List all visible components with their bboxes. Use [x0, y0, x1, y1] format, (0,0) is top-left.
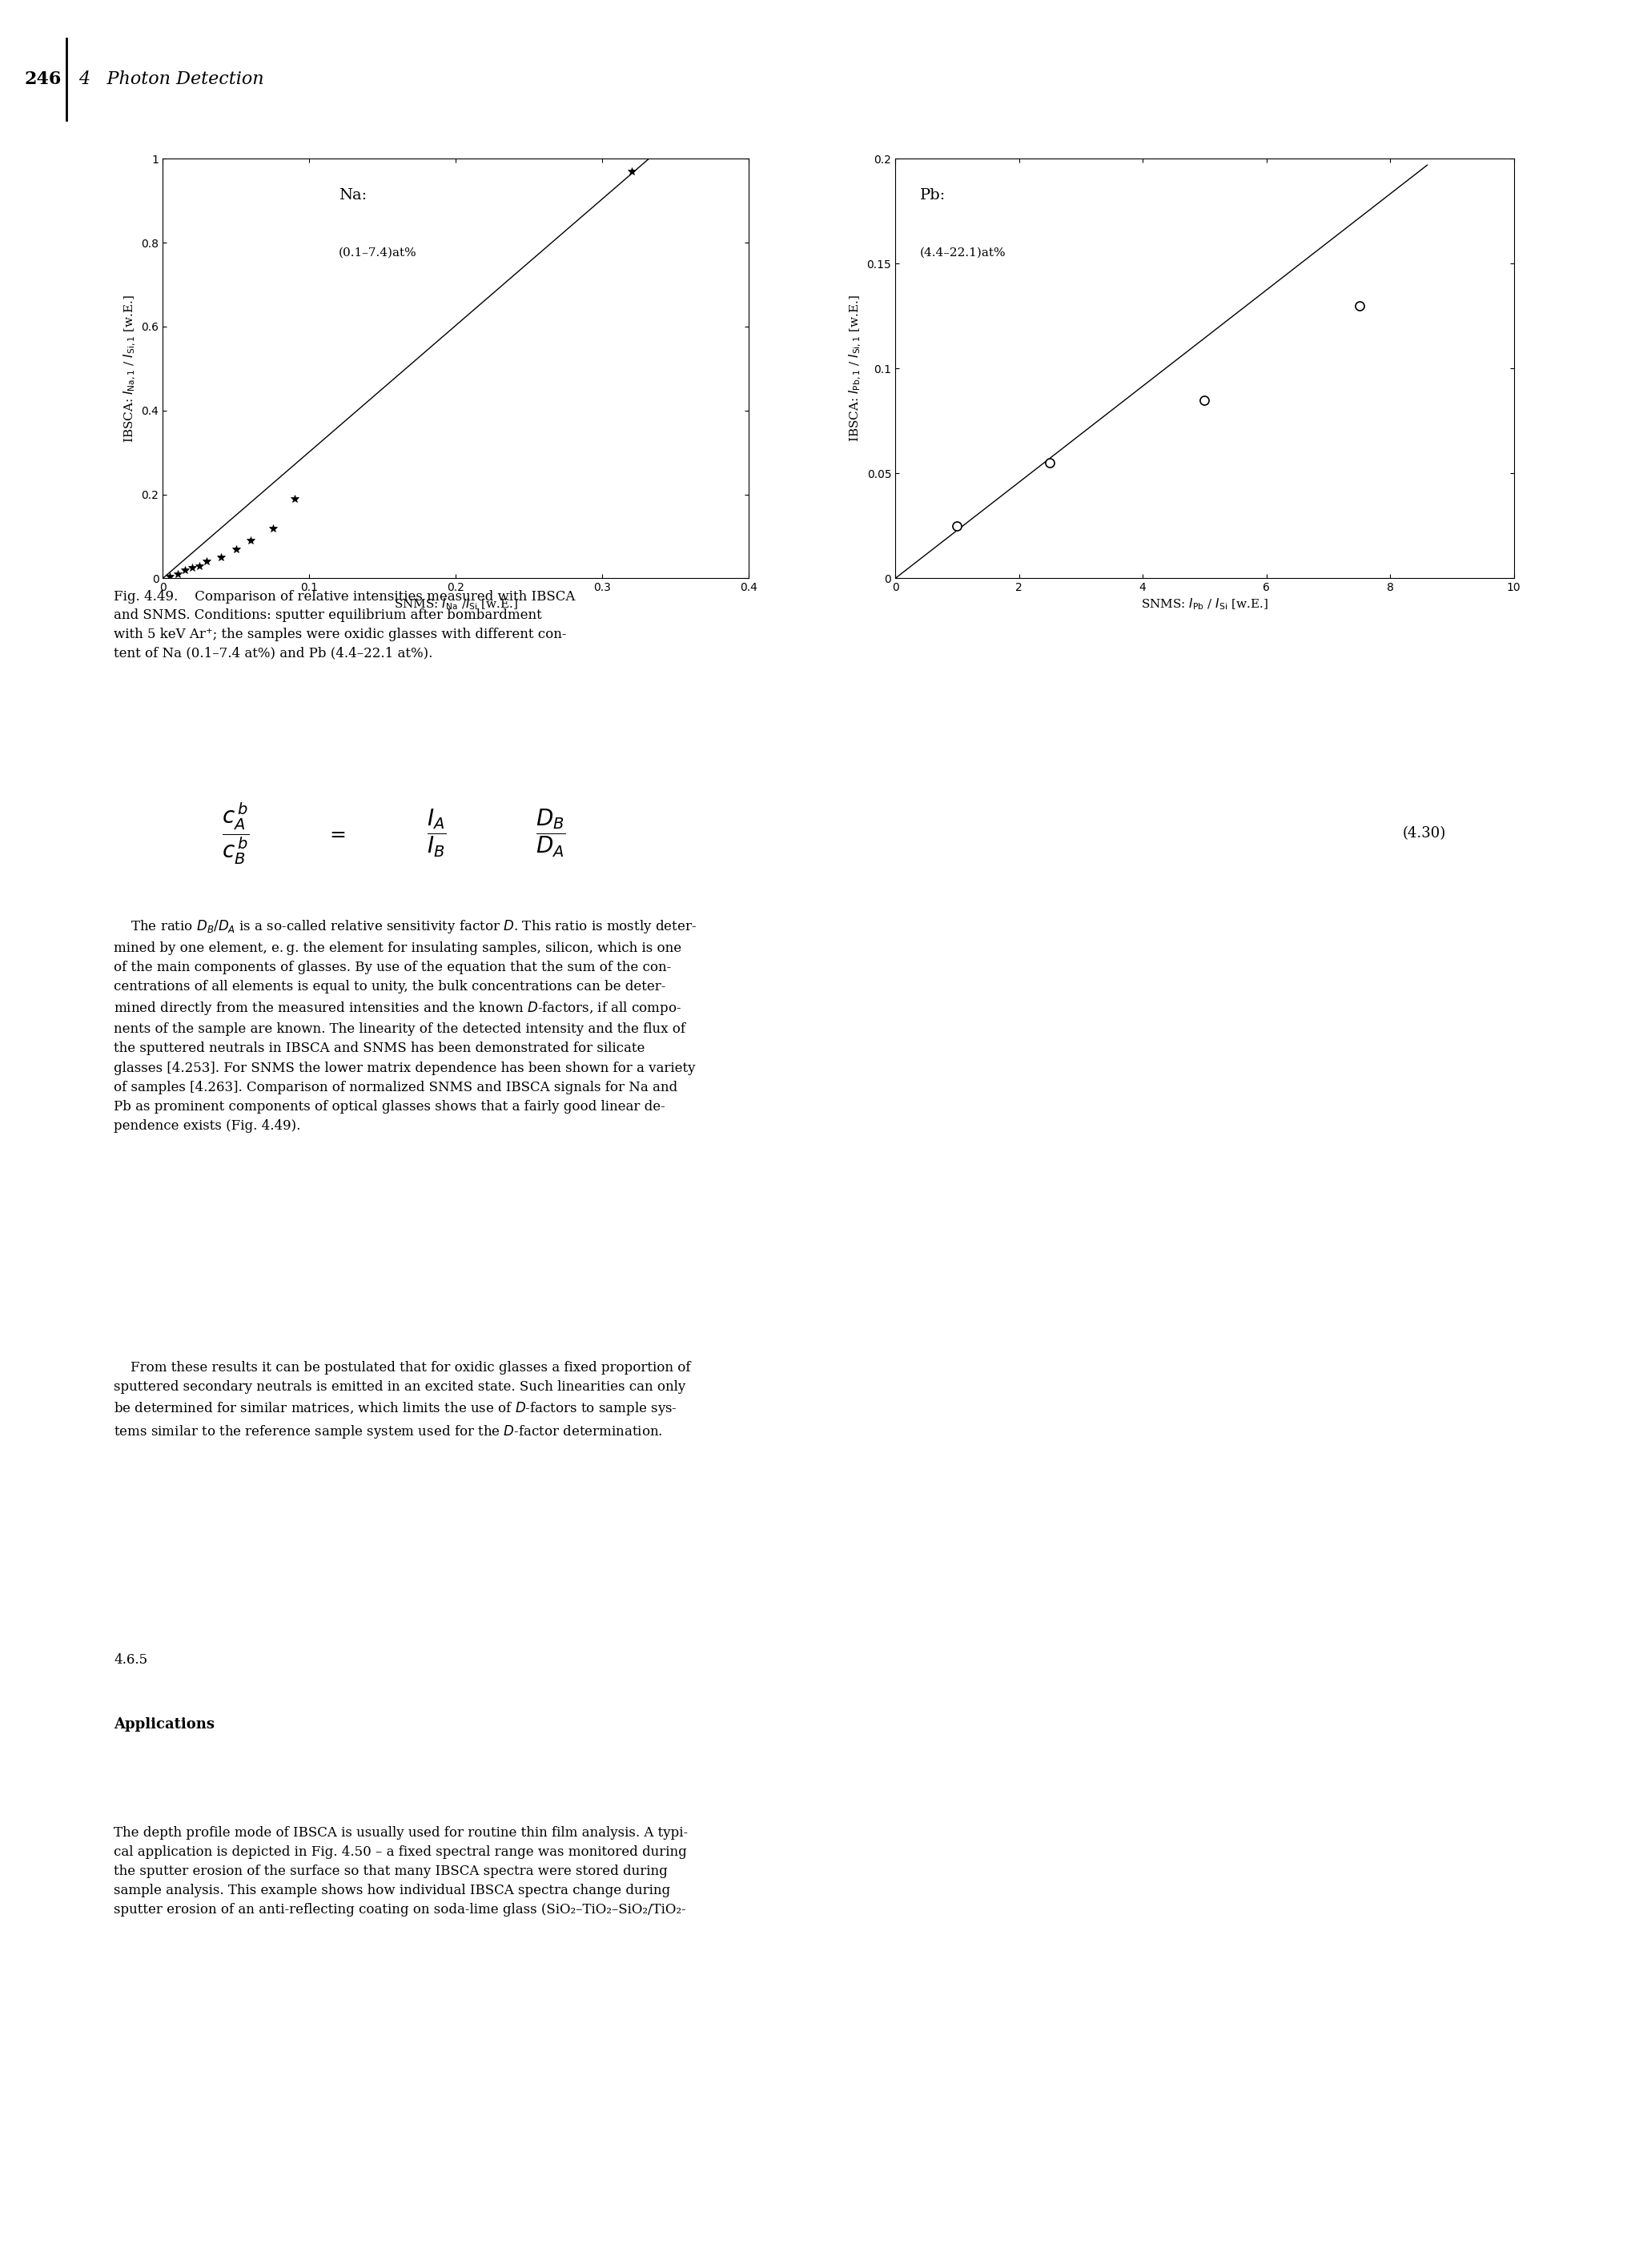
Text: From these results it can be postulated that for oxidic glasses a fixed proporti: From these results it can be postulated … [114, 1361, 690, 1440]
Text: (4.4–22.1)at%: (4.4–22.1)at% [919, 247, 1005, 259]
Text: (4.30): (4.30) [1402, 826, 1445, 841]
X-axis label: SNMS: $I_{\mathrm{Pb}}$ / $I_{\mathrm{Si}}$ [w.E.]: SNMS: $I_{\mathrm{Pb}}$ / $I_{\mathrm{Si… [1141, 596, 1267, 612]
Y-axis label: IBSCA: $I_{\mathrm{Pb},1}$ / $I_{\mathrm{Si},1}$ [w.E.]: IBSCA: $I_{\mathrm{Pb},1}$ / $I_{\mathrm… [848, 295, 862, 442]
Text: $=$: $=$ [325, 823, 347, 844]
Text: Fig. 4.49.    Comparison of relative intensities measured with IBSCA
and SNMS. C: Fig. 4.49. Comparison of relative intens… [114, 590, 576, 660]
Text: 4   Photon Detection: 4 Photon Detection [78, 70, 264, 88]
Text: $\dfrac{I_A}{I_B}$: $\dfrac{I_A}{I_B}$ [426, 807, 446, 860]
X-axis label: SNMS: $I_{\mathrm{Na}}$ /$I_{\mathrm{Si}}$ [w.E.]: SNMS: $I_{\mathrm{Na}}$ /$I_{\mathrm{Si}… [394, 596, 517, 612]
Text: Applications: Applications [114, 1717, 215, 1730]
Text: Na:: Na: [338, 188, 366, 202]
Text: The depth profile mode of IBSCA is usually used for routine thin film analysis. : The depth profile mode of IBSCA is usual… [114, 1826, 688, 1916]
Text: $\dfrac{c^{\,b}_{A}}{c^{\,b}_{B}}$: $\dfrac{c^{\,b}_{A}}{c^{\,b}_{B}}$ [221, 801, 249, 866]
Text: 4.6.5: 4.6.5 [114, 1653, 148, 1667]
Y-axis label: IBSCA: $I_{\mathrm{Na},1}$ / $I_{\mathrm{Si},1}$ [w.E.]: IBSCA: $I_{\mathrm{Na},1}$ / $I_{\mathrm… [122, 295, 138, 442]
Text: Pb:: Pb: [919, 188, 945, 202]
Text: 246: 246 [24, 70, 62, 88]
Text: The ratio $D_B/D_A$ is a so-called relative sensitivity factor $D$. This ratio i: The ratio $D_B/D_A$ is a so-called relat… [114, 919, 696, 1132]
Text: (0.1–7.4)at%: (0.1–7.4)at% [338, 247, 417, 259]
Text: $\dfrac{D_B}{D_A}$: $\dfrac{D_B}{D_A}$ [535, 807, 566, 860]
